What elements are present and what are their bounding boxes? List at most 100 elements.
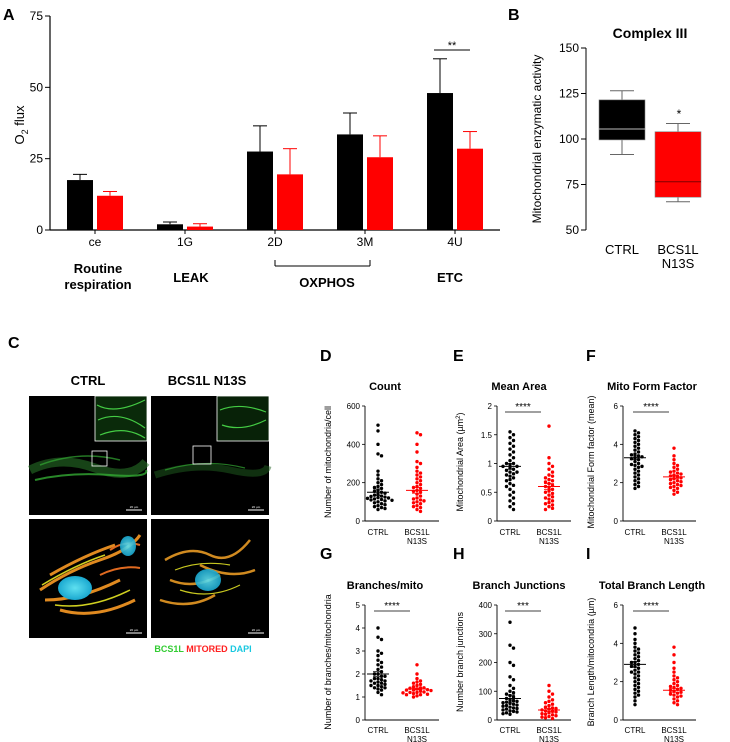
data-point-g — [415, 676, 419, 681]
y-tick-label-h: 400 — [479, 601, 493, 610]
svg-text:20 µm: 20 µm — [252, 505, 261, 509]
data-point-f — [668, 478, 673, 482]
data-point-e — [508, 435, 512, 440]
micrograph-mutant-gfp: 20 µm — [151, 395, 272, 515]
data-point-h — [543, 716, 548, 720]
data-point-h — [547, 711, 551, 715]
data-point-i — [675, 699, 680, 703]
bar-a-mut — [277, 174, 303, 230]
data-point-h — [547, 683, 551, 688]
panel-h-ylabel: Number branch junctions — [455, 611, 465, 712]
panel-letter-a: A — [3, 7, 15, 24]
bar-a-mut — [187, 226, 213, 230]
sig-marker-g: **** — [384, 601, 400, 612]
group-label-leak: LEAK — [173, 270, 209, 285]
x-tick-label-f: CTRL — [625, 528, 646, 537]
panel-letter-f: F — [586, 348, 596, 365]
data-point-g — [383, 682, 387, 687]
sig-marker-b: * — [677, 107, 682, 121]
data-point-f — [668, 481, 673, 486]
data-point-h — [508, 643, 512, 647]
data-point-h — [550, 702, 555, 706]
svg-text:20 µm: 20 µm — [252, 628, 261, 632]
data-point-f — [675, 490, 680, 494]
x-tick-label-g: CTRL — [368, 726, 389, 735]
data-point-i — [672, 660, 676, 665]
data-point-e — [508, 504, 512, 509]
data-point-e — [547, 424, 551, 428]
data-point-g — [376, 683, 380, 688]
data-point-e — [550, 474, 555, 478]
data-point-e — [543, 496, 548, 500]
chart-title-f: Mito Form Factor — [607, 381, 698, 393]
data-point-d — [372, 504, 377, 509]
data-point-f — [672, 461, 676, 466]
data-point-d — [415, 507, 419, 512]
data-point-e — [547, 493, 551, 497]
svg-text:20 µm: 20 µm — [130, 628, 139, 632]
data-point-e — [508, 441, 512, 446]
bar-a-mut — [457, 148, 483, 230]
data-point-f — [633, 475, 637, 479]
data-point-d — [369, 498, 373, 502]
data-point-g — [411, 684, 416, 689]
data-point-i — [672, 678, 676, 682]
data-point-d — [379, 482, 384, 487]
data-point-f — [629, 462, 634, 467]
data-point-d — [376, 423, 380, 427]
data-point-f — [636, 442, 641, 447]
data-point-h — [550, 692, 555, 696]
data-point-f — [675, 482, 680, 487]
data-point-d — [376, 495, 380, 500]
y-tick-label-h: 100 — [479, 687, 493, 696]
data-point-f — [675, 463, 680, 468]
data-point-h — [511, 695, 516, 699]
data-point-f — [633, 459, 637, 464]
data-point-h — [515, 710, 519, 714]
data-point-d — [379, 454, 384, 458]
data-point-i — [633, 699, 637, 703]
data-point-f — [633, 471, 637, 475]
data-point-i — [672, 653, 676, 657]
data-point-i — [675, 695, 680, 699]
data-point-d — [376, 469, 380, 473]
data-point-g — [379, 678, 384, 682]
data-point-e — [508, 453, 512, 457]
data-point-g — [415, 663, 419, 667]
data-point-e — [550, 464, 555, 469]
panel-d-ylabel: Number of mitochondria/cell — [323, 406, 333, 518]
data-point-h — [508, 683, 512, 688]
data-point-g — [376, 635, 380, 639]
y-tick-label-f: 4 — [614, 440, 619, 449]
data-point-h — [550, 716, 555, 721]
y-tick-label-i: 0 — [614, 716, 619, 725]
data-point-d — [369, 494, 373, 499]
data-point-i — [633, 687, 637, 692]
panel-letter-e: E — [453, 348, 464, 365]
data-point-h — [554, 706, 558, 711]
panel-letter-c: C — [8, 335, 20, 352]
data-point-h — [511, 686, 516, 691]
y-tick-label-e: 2 — [488, 402, 493, 411]
data-point-e — [550, 491, 555, 496]
data-point-i — [633, 645, 637, 649]
bar-a-ctrl — [337, 134, 363, 230]
data-point-i — [636, 670, 641, 674]
data-point-g — [379, 684, 384, 689]
data-point-i — [636, 651, 641, 655]
col-label-mutant: BCS1L N13S — [168, 373, 247, 388]
data-point-i — [636, 685, 641, 690]
data-point-i — [629, 670, 634, 674]
data-point-h — [508, 705, 512, 709]
y-tick-label-b: 50 — [566, 223, 580, 237]
data-point-i — [668, 692, 673, 696]
data-point-g — [411, 695, 416, 699]
data-point-g — [376, 667, 380, 672]
data-point-e — [508, 493, 512, 497]
data-point-h — [508, 701, 512, 706]
data-point-f — [672, 484, 676, 489]
data-point-e — [550, 499, 555, 503]
data-point-g — [411, 691, 416, 696]
x-tick-label-a: 3M — [357, 235, 374, 249]
data-point-f — [633, 486, 637, 491]
